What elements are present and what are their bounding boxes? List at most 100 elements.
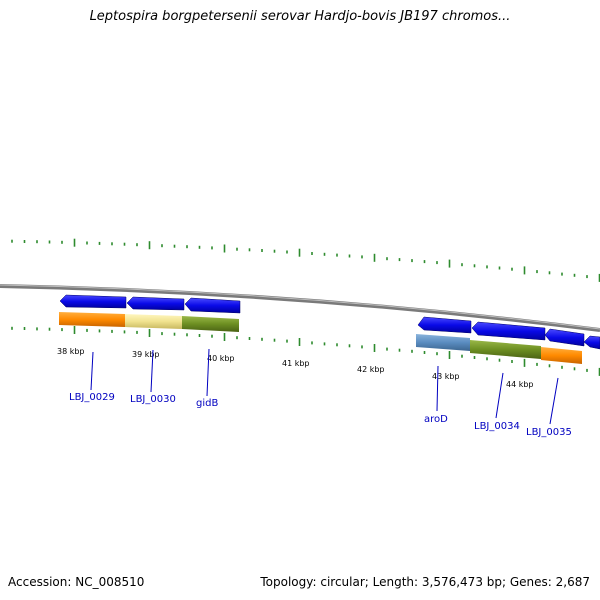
outer-ring-tick	[373, 253, 376, 262]
gene-label-lbj-0029[interactable]: LBJ_0029	[69, 392, 115, 403]
outer-ring-tick	[561, 272, 563, 276]
outer-ring-tick	[136, 243, 138, 247]
inner-ring-tick	[361, 345, 363, 349]
leader-line-arod	[436, 365, 439, 412]
genome-summary: Topology: circular; Length: 3,576,473 bp…	[260, 575, 590, 589]
inner-ring-tick	[23, 327, 26, 330]
outer-ring-tick	[73, 238, 76, 247]
label-leader-lines	[90, 348, 559, 425]
inner-ring-tick	[598, 367, 600, 376]
inner-ring-tick	[173, 332, 176, 336]
inner-ring-tick	[336, 343, 338, 347]
inner-ring-tick	[86, 328, 88, 332]
outer-ring-tick	[173, 244, 176, 248]
inner-ring-tick	[548, 364, 551, 368]
inner-ring-tick	[248, 337, 251, 340]
inner-ring-tick	[411, 349, 413, 353]
gene-label-lbj-0035[interactable]: LBJ_0035	[526, 427, 572, 438]
kbp-label-43: 43 kbp	[432, 372, 460, 381]
inner-ring-tick	[161, 332, 163, 336]
outer-ring-tick	[336, 253, 338, 257]
outer-ring-tick	[48, 240, 51, 244]
inner-ring-tick	[511, 360, 513, 363]
gene-label-lbj-0030[interactable]: LBJ_0030	[130, 394, 176, 405]
outer-ring-tick	[111, 242, 113, 246]
outer-ring-tick	[248, 248, 251, 252]
inner-ring-tick	[473, 356, 476, 359]
gene-arrow-arod[interactable]	[417, 316, 472, 334]
gene-label-lbj-0034[interactable]: LBJ_0034	[474, 421, 520, 432]
outer-ring-tick	[86, 241, 88, 245]
outer-ring-tick	[236, 247, 238, 251]
gene-label-arod[interactable]: aroD	[424, 414, 448, 425]
kbp-label-38: 38 kbp	[57, 347, 85, 356]
gene-arrow-partial[interactable]	[583, 335, 600, 350]
gene-arrow-lbj-0035[interactable]	[544, 328, 585, 347]
outer-ring-tick	[61, 240, 63, 244]
gene-label-gidb[interactable]: gidB	[196, 398, 218, 409]
outer-ring-tick	[261, 249, 263, 252]
leader-line-lbj-0029	[90, 351, 94, 391]
outer-ring-tick	[223, 244, 226, 253]
outer-ring-tick	[286, 250, 288, 254]
outer-ring-tick	[398, 258, 401, 262]
inner-ring-tick	[586, 368, 588, 372]
genome-backbone-highlight	[0, 284, 600, 330]
leader-line-lbj-0035	[549, 377, 559, 425]
outer-ring-tick	[298, 248, 301, 257]
kbp-label-44: 44 kbp	[506, 380, 534, 389]
outer-ring-tick	[198, 245, 201, 249]
outer-ring-tick	[23, 240, 26, 243]
outer-ring-tick	[348, 254, 351, 258]
outer-ring-tick	[211, 246, 213, 250]
inner-ring-tick	[211, 334, 213, 338]
inner-ring-tick	[398, 348, 401, 352]
outer-ring-tick	[511, 267, 513, 271]
map-title: Leptospira borgpetersenii serovar Hardjo…	[89, 9, 511, 24]
outer-ring-tick	[273, 249, 276, 253]
inner-ring-tick	[311, 341, 313, 345]
inner-ring-tick	[536, 362, 538, 366]
inner-ring-tick	[111, 329, 113, 333]
inner-ring-tick	[186, 333, 188, 337]
inner-ring-tick	[148, 329, 151, 337]
leader-line-gidb	[206, 348, 210, 397]
outer-ring-tick	[311, 252, 313, 255]
outer-ring-tick	[11, 239, 13, 243]
inner-ring-tick	[236, 336, 238, 340]
outer-ring-tick	[498, 266, 501, 270]
gene-arrow-lbj-0034[interactable]	[471, 321, 546, 341]
cog-box-lbj-0035[interactable]	[541, 347, 582, 364]
cog-box-lbj-0030[interactable]	[125, 314, 182, 329]
outer-ring-tick	[486, 265, 488, 269]
inner-ring-tick	[223, 333, 226, 341]
outer-ring-tick	[598, 273, 600, 282]
outer-ring-tick	[461, 263, 463, 267]
gene-arrow-gidb[interactable]	[184, 297, 241, 314]
inner-ring-tick	[261, 337, 263, 341]
inner-ring-tick	[461, 354, 463, 358]
outer-ring-tick	[436, 261, 438, 265]
inner-ring-tick	[11, 326, 13, 330]
cog-box-gidb[interactable]	[182, 316, 239, 332]
cog-box-lbj-0034[interactable]	[470, 340, 541, 359]
inner-tick-ring	[11, 326, 600, 376]
inner-ring-tick	[298, 338, 301, 346]
inner-ring-tick	[348, 344, 351, 348]
cog-box-lbj-0029[interactable]	[59, 312, 125, 327]
accession-label: Accession: NC_008510	[8, 575, 145, 589]
inner-ring-tick	[423, 351, 426, 354]
leader-line-lbj-0030	[150, 349, 154, 393]
gene-arrow-lbj-0029[interactable]	[59, 294, 127, 309]
inner-ring-tick	[98, 329, 101, 333]
outer-ring-tick	[411, 259, 413, 263]
inner-ring-tick	[523, 358, 526, 367]
inner-ring-tick	[73, 326, 76, 334]
kbp-label-42: 42 kbp	[357, 365, 385, 374]
gene-arrow-lbj-0030[interactable]	[126, 296, 185, 311]
outer-ring-tick	[148, 241, 151, 250]
outer-ring-tick	[536, 270, 538, 274]
outer-ring-tick	[123, 242, 126, 246]
cog-box-arod[interactable]	[416, 334, 470, 351]
